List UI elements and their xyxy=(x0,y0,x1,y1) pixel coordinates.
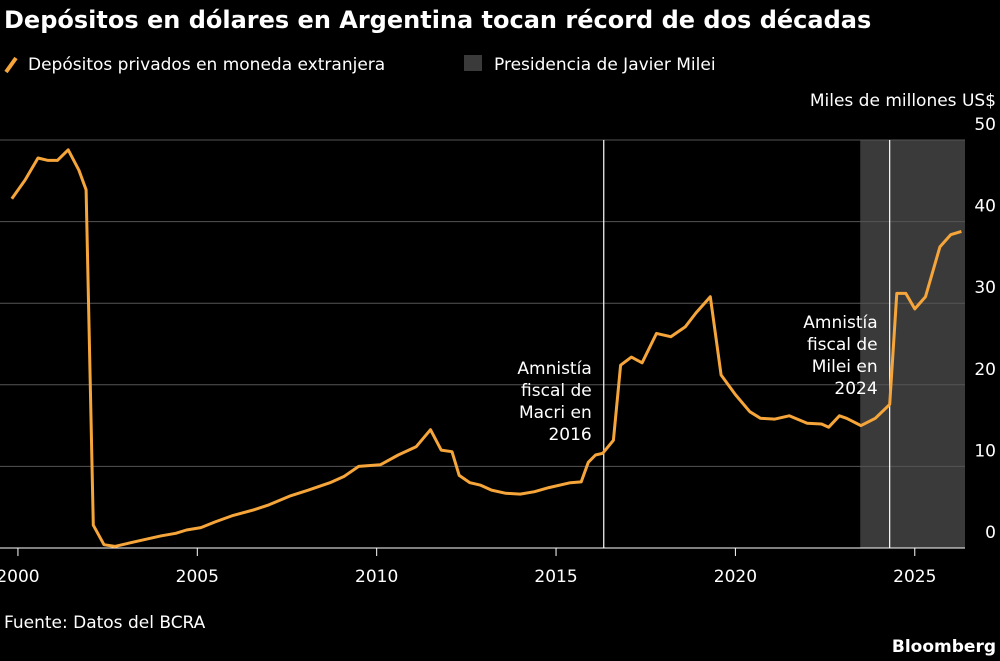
annotation-text: fiscal de xyxy=(807,335,878,355)
annotation-text: 2016 xyxy=(548,425,591,445)
y-tick-label: 20 xyxy=(974,360,996,380)
legend-label: Presidencia de Javier Milei xyxy=(494,55,716,75)
y-axis-label: Miles de millones US$ xyxy=(810,91,996,111)
x-tick-label: 2000 xyxy=(0,567,40,587)
y-tick-label: 30 xyxy=(974,278,996,298)
annotation-text: Macri en xyxy=(519,403,592,423)
x-tick-label: 2020 xyxy=(714,567,757,587)
annotation-text: Amnistía xyxy=(517,359,591,379)
y-tick-label: 0 xyxy=(985,523,996,543)
y-tick-label: 50 xyxy=(974,115,996,135)
shade-region xyxy=(860,140,965,548)
data-line xyxy=(10,148,962,548)
legend-line-icon xyxy=(4,56,18,74)
annotation-text: Amnistía xyxy=(803,313,877,333)
annotation-text: 2024 xyxy=(834,379,877,399)
annotation-text: Milei en xyxy=(812,357,878,377)
source: Fuente: Datos del BCRA xyxy=(4,613,206,633)
annotation-text: fiscal de xyxy=(521,381,592,401)
brand: Bloomberg xyxy=(892,637,996,657)
chart-title: Depósitos en dólares en Argentina tocan … xyxy=(4,6,871,34)
x-tick-label: 2010 xyxy=(355,567,398,587)
x-tick-label: 2015 xyxy=(534,567,577,587)
y-tick-label: 10 xyxy=(974,441,996,461)
y-tick-label: 40 xyxy=(974,197,996,217)
legend-shade-icon xyxy=(464,55,482,71)
x-tick-label: 2005 xyxy=(176,567,219,587)
legend-label: Depósitos privados en moneda extranjera xyxy=(28,55,385,75)
x-tick-label: 2025 xyxy=(893,567,936,587)
